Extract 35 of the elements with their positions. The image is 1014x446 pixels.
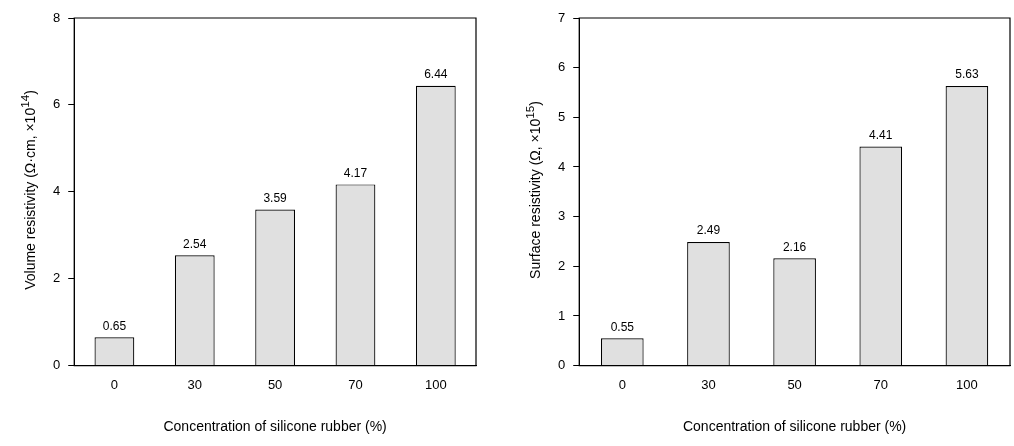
x-tick-label: 30 <box>187 376 202 392</box>
y-tick-label: 8 <box>53 9 61 25</box>
data-label: 2.16 <box>782 239 807 254</box>
data-label: 5.63 <box>955 67 979 82</box>
y-tick-label: 3 <box>558 208 566 224</box>
data-label: 2.49 <box>696 223 721 238</box>
y-tick-label: 2 <box>53 270 61 286</box>
x-axis-title: Concentration of silicone rubber (%) <box>682 418 907 435</box>
x-tick-label: 100 <box>956 376 978 392</box>
x-tick-label: 50 <box>787 376 802 392</box>
x-tick-label: 0 <box>618 376 626 392</box>
x-axis-title: Concentration of silicone rubber (%) <box>163 418 387 435</box>
y-tick-label: 4 <box>558 158 566 174</box>
y-tick-label: 0 <box>53 357 61 373</box>
x-tick-label: 70 <box>873 376 888 392</box>
data-label: 0.65 <box>102 318 127 333</box>
x-tick-label: 30 <box>701 376 716 392</box>
x-tick-label: 0 <box>110 376 119 392</box>
data-label: 3.59 <box>263 190 288 205</box>
data-label: 6.44 <box>424 67 448 82</box>
y-tick-label: 2 <box>558 257 566 273</box>
x-tick-label: 50 <box>267 376 283 392</box>
x-tick-label: 70 <box>348 376 363 392</box>
data-label: 2.54 <box>183 236 207 251</box>
y-tick-label: 6 <box>558 59 566 75</box>
y-tick-label: 0 <box>558 357 566 373</box>
y-tick-label: 4 <box>53 183 61 199</box>
x-tick-label: 100 <box>424 376 447 392</box>
y-tick-label: 6 <box>53 96 61 112</box>
y-tick-label: 5 <box>558 108 566 124</box>
data-label: 0.55 <box>610 319 635 334</box>
y-tick-label: 1 <box>558 307 566 323</box>
y-tick-label: 7 <box>558 9 566 25</box>
data-label: 4.41 <box>869 127 893 142</box>
data-label: 4.17 <box>343 165 368 180</box>
